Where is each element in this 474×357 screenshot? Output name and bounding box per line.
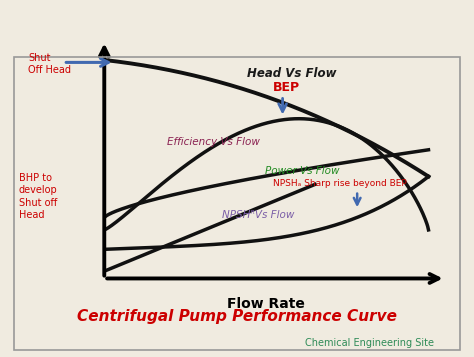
Text: Power Vs Flow: Power Vs Flow (265, 166, 339, 176)
Text: Head Vs Flow: Head Vs Flow (247, 67, 337, 80)
Text: BHP to
develop
Shut off
Head: BHP to develop Shut off Head (19, 173, 58, 220)
Text: BEP: BEP (273, 81, 300, 94)
Text: Centrifugal Pump Performance Curve: Centrifugal Pump Performance Curve (77, 309, 397, 324)
Text: NPSHₐ Sharp rise beyond BEP: NPSHₐ Sharp rise beyond BEP (273, 179, 407, 188)
Text: NPSHᴿVs Flow: NPSHᴿVs Flow (222, 210, 294, 220)
Text: Shut
Off Head: Shut Off Head (28, 54, 72, 75)
Text: Chemical Engineering Site: Chemical Engineering Site (305, 338, 434, 348)
Text: Flow Rate: Flow Rate (228, 297, 305, 311)
Text: Efficiency Vs Flow: Efficiency Vs Flow (167, 137, 260, 147)
